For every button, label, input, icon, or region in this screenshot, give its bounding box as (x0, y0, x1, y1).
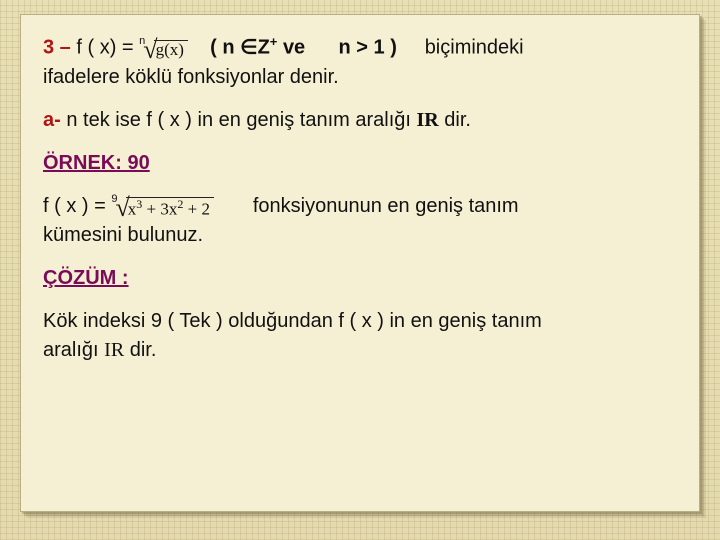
solution-header: ÇÖZÜM : (43, 264, 675, 293)
cond-and: ve (283, 37, 305, 59)
def-lhs: f ( x) = (76, 37, 133, 59)
definition-paragraph: 3 – f ( x) = n √ g(x) ( n ∈Z+ ve n > 1 )… (43, 33, 675, 92)
example-body: f ( x ) = 9 √ x3 + 3x2 + 2 fonksiyonunun… (43, 192, 675, 250)
content-card: 3 – f ( x) = n √ g(x) ( n ∈Z+ ve n > 1 )… (20, 14, 700, 512)
case-a-label: a- (43, 109, 61, 131)
case-a-paragraph: a- n tek ise f ( x ) in en geniş tanım a… (43, 106, 675, 135)
def-tail: biçimindeki (425, 37, 524, 59)
example-radicand: x3 + 3x2 + 2 (126, 197, 214, 219)
cond-open: ( n (210, 37, 240, 59)
def-line2: ifadelere köklü fonksiyonlar denir. (43, 63, 675, 92)
cond-plus: + (270, 34, 278, 49)
cond-set: Z (258, 37, 270, 59)
example-lhs: f ( x ) = (43, 195, 106, 217)
case-a-text-1: n tek ise f ( x ) in en geniş tanım aral… (61, 109, 417, 131)
example-head-label: ÖRNEK: 90 (43, 152, 150, 174)
root-formula-generic: n √ g(x) (139, 37, 188, 60)
solution-line2a: aralığı (43, 339, 104, 361)
radicand: g(x) (154, 40, 188, 60)
solution-line2b: dir. (124, 339, 156, 361)
example-line2: kümesini bulunuz. (43, 221, 675, 250)
root-formula-example: 9 √ x3 + 3x2 + 2 (111, 194, 214, 219)
example-header: ÖRNEK: 90 (43, 149, 675, 178)
solution-line1: Kök indeksi 9 ( Tek ) olduğundan f ( x )… (43, 307, 675, 336)
root-index: n (139, 34, 145, 50)
item-number: 3 – (43, 37, 71, 59)
cond-gt: n > 1 ) (339, 37, 397, 59)
solution-head-label: ÇÖZÜM : (43, 267, 129, 289)
ir-symbol-2: IR (104, 339, 124, 361)
example-root-index: 9 (111, 192, 117, 208)
solution-body: Kök indeksi 9 ( Tek ) olduğundan f ( x )… (43, 307, 675, 365)
case-a-text-2: dir. (439, 109, 471, 131)
example-tail-1: fonksiyonunun en geniş tanım (253, 195, 519, 217)
ir-symbol: IR (417, 109, 439, 131)
cond-in: ∈ (240, 37, 257, 59)
